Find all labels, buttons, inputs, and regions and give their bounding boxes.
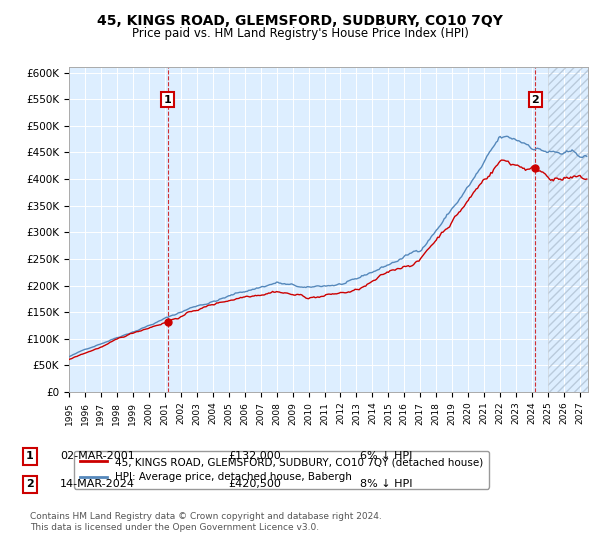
Text: 2: 2 bbox=[532, 95, 539, 105]
Text: 02-MAR-2001: 02-MAR-2001 bbox=[60, 451, 135, 461]
Text: 2: 2 bbox=[26, 479, 34, 489]
Text: 14-MAR-2024: 14-MAR-2024 bbox=[60, 479, 135, 489]
Text: 6% ↓ HPI: 6% ↓ HPI bbox=[360, 451, 412, 461]
Text: 1: 1 bbox=[164, 95, 172, 105]
Legend: 45, KINGS ROAD, GLEMSFORD, SUDBURY, CO10 7QY (detached house), HPI: Average pric: 45, KINGS ROAD, GLEMSFORD, SUDBURY, CO10… bbox=[74, 451, 490, 488]
Text: 8% ↓ HPI: 8% ↓ HPI bbox=[360, 479, 413, 489]
Text: Contains HM Land Registry data © Crown copyright and database right 2024.
This d: Contains HM Land Registry data © Crown c… bbox=[30, 512, 382, 532]
Text: Price paid vs. HM Land Registry's House Price Index (HPI): Price paid vs. HM Land Registry's House … bbox=[131, 27, 469, 40]
Text: £132,000: £132,000 bbox=[228, 451, 281, 461]
Text: 45, KINGS ROAD, GLEMSFORD, SUDBURY, CO10 7QY: 45, KINGS ROAD, GLEMSFORD, SUDBURY, CO10… bbox=[97, 14, 503, 28]
Text: £420,500: £420,500 bbox=[228, 479, 281, 489]
Text: 1: 1 bbox=[26, 451, 34, 461]
